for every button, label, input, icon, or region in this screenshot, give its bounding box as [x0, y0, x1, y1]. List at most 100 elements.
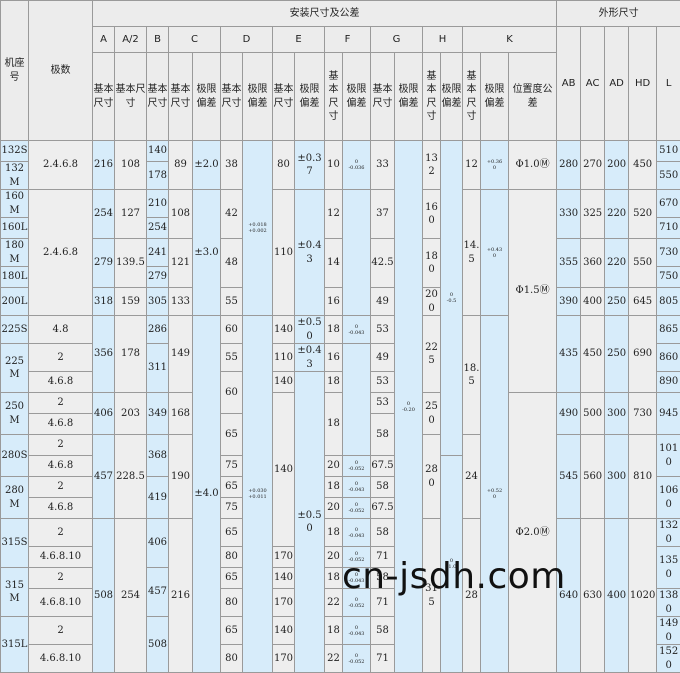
- header-cell: 基本尺寸: [423, 53, 441, 141]
- header-cell: 安装尺寸及公差: [93, 1, 557, 27]
- table-cell: 241: [147, 239, 169, 267]
- header-cell: E: [273, 27, 325, 53]
- table-cell: 140: [273, 316, 295, 344]
- tolerance-line: -0.052: [343, 603, 370, 609]
- table-cell: 419: [147, 477, 169, 519]
- table-cell: 325: [581, 190, 605, 239]
- table-cell: 330: [557, 190, 581, 239]
- table-cell: 216: [169, 519, 193, 673]
- tolerance-line: -0.043: [343, 487, 370, 493]
- table-cell: 140: [273, 568, 295, 589]
- table-cell: 180: [423, 239, 441, 288]
- header-cell: 机座号: [1, 1, 29, 141]
- table-cell: ±3.0: [193, 190, 221, 316]
- table-cell: 1060: [657, 477, 680, 519]
- table-cell: 508: [93, 519, 115, 673]
- table-cell: 80: [273, 141, 295, 190]
- table-cell: 133: [169, 288, 193, 316]
- table-cell: 1020: [629, 519, 657, 673]
- table-cell: 0-0.043: [343, 477, 371, 498]
- tolerance-line: +0.002: [243, 228, 272, 234]
- tolerance-line: -0.20: [395, 407, 422, 413]
- header-cell: F: [325, 27, 371, 53]
- table-cell: 60: [221, 316, 243, 344]
- table-cell: 42.5: [371, 239, 395, 288]
- table-cell: 2: [29, 617, 93, 645]
- table-cell: 80: [221, 547, 243, 568]
- table-cell: 315S: [1, 519, 29, 568]
- table-cell: 18: [325, 617, 343, 645]
- table-cell: 55: [221, 288, 243, 316]
- table-cell: 1490: [657, 617, 680, 645]
- table-cell: 38: [221, 141, 243, 190]
- tolerance-line: -0.043: [343, 533, 370, 539]
- tolerance-line: 0: [481, 494, 508, 500]
- table-cell: 2: [29, 519, 93, 547]
- table-cell: 20: [325, 547, 343, 568]
- table-cell: 127: [115, 190, 147, 239]
- table-cell: 4.6.8.10: [29, 589, 93, 617]
- table-cell: 55: [221, 344, 243, 372]
- table-cell: 4.6.8: [29, 456, 93, 477]
- table-cell: 160M: [1, 190, 29, 218]
- header-cell: 极限偏差: [395, 53, 423, 141]
- table-cell: 390: [557, 288, 581, 316]
- table-cell: 2: [29, 568, 93, 589]
- table-cell: 60: [221, 372, 243, 414]
- table-cell: 58: [371, 617, 395, 645]
- table-cell: 80: [221, 645, 243, 673]
- table-cell: 0-0.036: [343, 141, 371, 190]
- table-cell: 42: [221, 190, 243, 239]
- table-cell: 220: [605, 239, 629, 288]
- table-cell: 1010: [657, 435, 680, 477]
- table-cell: 140: [273, 372, 295, 393]
- table-cell: 890: [657, 372, 680, 393]
- table-cell: 0-0.052: [343, 498, 371, 519]
- table-cell: ±4.0: [193, 316, 221, 673]
- tolerance-line: 0: [481, 253, 508, 259]
- table-cell: 450: [581, 316, 605, 393]
- table-cell: 49: [371, 288, 395, 316]
- header-cell: D: [221, 27, 273, 53]
- table-cell: 65: [221, 617, 243, 645]
- table-cell: 750: [657, 267, 680, 288]
- table-cell: 210: [147, 190, 169, 218]
- table-cell: 406: [93, 393, 115, 435]
- watermark: cn-jsdh.com: [342, 556, 566, 597]
- header-cell: 基本尺寸: [325, 53, 343, 141]
- table-cell: 200: [605, 141, 629, 190]
- table-cell: 4.6.8: [29, 414, 93, 435]
- header-cell: HD: [629, 27, 657, 141]
- table-cell: 12: [325, 190, 343, 239]
- table-cell: 220: [605, 190, 629, 239]
- table-cell: ±0.50: [295, 316, 325, 344]
- table-cell: 14.5: [463, 190, 481, 316]
- table-cell: Φ2.0Ⓜ: [509, 393, 557, 673]
- header-cell: AC: [581, 27, 605, 141]
- table-cell: 110: [273, 190, 295, 316]
- header-cell: 基本尺寸: [169, 53, 193, 141]
- table-cell: 18: [325, 519, 343, 547]
- table-cell: 254: [93, 190, 115, 239]
- header-cell: 基本尺寸: [273, 53, 295, 141]
- table-cell: 16: [325, 344, 343, 372]
- table-cell: 710: [657, 218, 680, 239]
- table-cell: 168: [169, 393, 193, 435]
- table-cell: 225M: [1, 344, 29, 393]
- table-cell: 315L: [1, 617, 29, 673]
- table-cell: 22: [325, 589, 343, 617]
- tolerance-line: 0: [481, 165, 508, 171]
- header-cell: 极限偏差: [193, 53, 221, 141]
- table-cell: 270: [581, 141, 605, 190]
- table-cell: 170: [273, 547, 295, 568]
- header-cell: L: [657, 27, 680, 141]
- table-cell: 58: [371, 414, 395, 456]
- table-cell: 550: [629, 239, 657, 288]
- table-cell: 65: [221, 519, 243, 547]
- table-cell: 20: [325, 456, 343, 477]
- table-cell: 457: [147, 568, 169, 617]
- table-cell: 203: [115, 393, 147, 435]
- table-cell: 349: [147, 393, 169, 435]
